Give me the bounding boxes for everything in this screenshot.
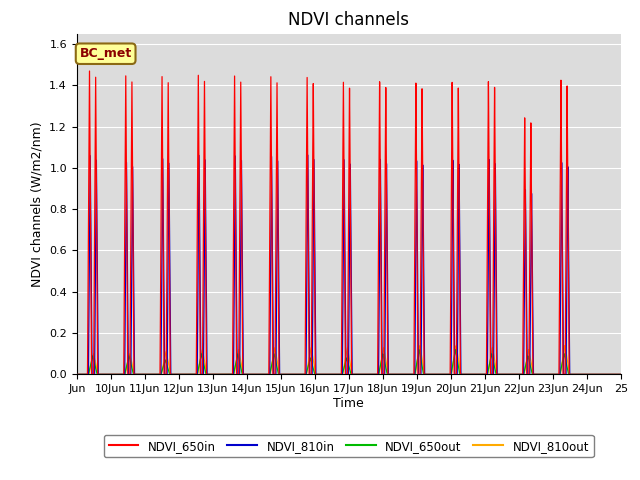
Title: NDVI channels: NDVI channels — [288, 11, 410, 29]
Y-axis label: NDVI channels (W/m2/nm): NDVI channels (W/m2/nm) — [31, 121, 44, 287]
Legend: NDVI_650in, NDVI_810in, NDVI_650out, NDVI_810out: NDVI_650in, NDVI_810in, NDVI_650out, NDV… — [104, 435, 594, 457]
Text: BC_met: BC_met — [79, 47, 132, 60]
X-axis label: Time: Time — [333, 397, 364, 410]
